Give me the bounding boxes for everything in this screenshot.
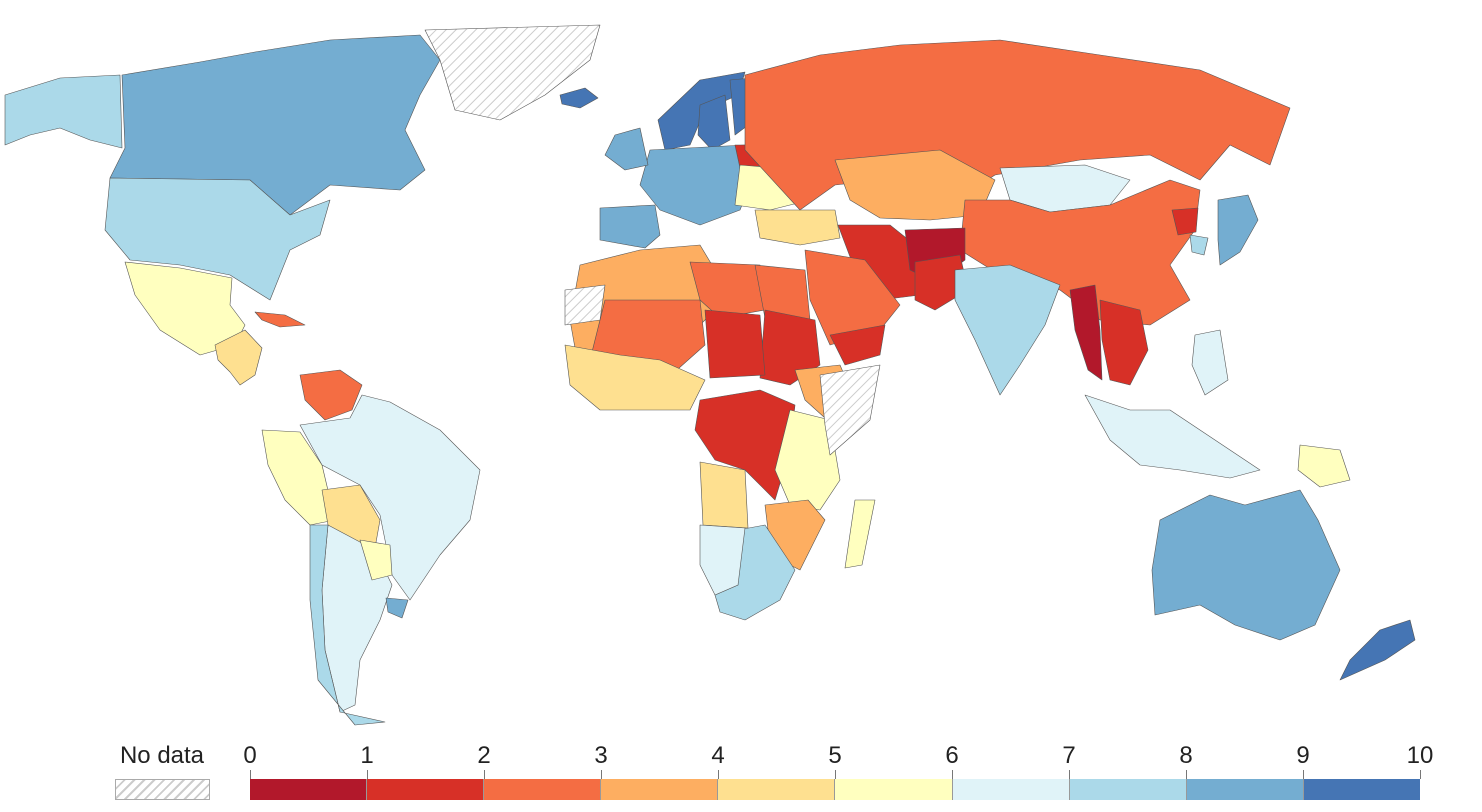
region-chile <box>309 524 386 726</box>
legend-no-data-swatch <box>115 779 210 800</box>
legend-no-data-label: No data <box>119 742 205 769</box>
legend-tick-mark <box>835 770 836 779</box>
legend-swatch-6 <box>952 779 1070 800</box>
region-myanmar <box>1069 284 1103 381</box>
region-japan <box>1217 194 1259 266</box>
world-choropleth-map <box>4 24 1416 726</box>
legend-tick-label: 2 <box>477 742 491 769</box>
legend-tick-label: 5 <box>828 742 842 769</box>
region-india <box>954 264 1061 396</box>
region-iceland <box>559 87 599 109</box>
legend-swatch-2 <box>484 779 602 800</box>
legend-swatch-7 <box>1069 779 1187 800</box>
region-south-korea <box>1189 234 1209 256</box>
legend-tick-mark <box>718 770 719 779</box>
region-western-europe <box>639 144 753 226</box>
legend-tick-mark <box>1303 770 1304 779</box>
legend-tick-mark <box>367 770 368 779</box>
region-paraguay <box>359 539 393 581</box>
legend-swatch-0 <box>250 779 368 800</box>
region-chad <box>704 309 766 379</box>
region-papua-new-guinea <box>1297 444 1351 488</box>
region-yemen <box>829 324 886 366</box>
legend-tick-label: 9 <box>1296 742 1310 769</box>
region-philippines <box>1191 329 1229 396</box>
region-iberia <box>599 204 661 249</box>
region-central-america <box>214 329 263 386</box>
legend-swatch-5 <box>835 779 953 800</box>
legend-color-scale <box>250 779 1420 800</box>
region-venezuela <box>299 369 363 421</box>
legend-tick-label: 4 <box>711 742 725 769</box>
region-southeast-asia <box>1099 299 1149 386</box>
legend-tick-mark <box>1069 770 1070 779</box>
region-peru <box>261 429 336 526</box>
region-uk <box>604 127 649 171</box>
region-greenland <box>424 24 601 121</box>
region-madagascar <box>844 499 876 569</box>
region-new-zealand <box>1339 619 1416 681</box>
region-north-korea <box>1171 207 1199 236</box>
legend-tick-label: 1 <box>360 742 374 769</box>
region-united-states <box>104 177 331 301</box>
region-kazakhstan <box>834 149 996 221</box>
legend-tick-label: 6 <box>945 742 959 769</box>
region-uruguay <box>385 597 409 619</box>
region-australia <box>1151 489 1341 641</box>
region-turkey <box>754 209 841 246</box>
region-angola <box>699 461 749 529</box>
legend-tick-label: 8 <box>1179 742 1193 769</box>
legend-tick-mark <box>484 770 485 779</box>
legend-tick-label: 0 <box>243 742 257 769</box>
legend-tick-mark <box>1420 770 1421 779</box>
region-sweden <box>697 94 731 151</box>
legend-tick-mark <box>601 770 602 779</box>
legend-tick-mark <box>250 770 251 779</box>
region-indonesia <box>1084 394 1261 479</box>
legend-tick-mark <box>952 770 953 779</box>
legend-swatch-3 <box>601 779 719 800</box>
legend-swatch-8 <box>1186 779 1304 800</box>
region-namibia <box>699 524 746 596</box>
region-western-sahara <box>564 284 606 326</box>
region-cuba <box>254 311 306 328</box>
region-brazil <box>299 394 481 601</box>
region-dr-congo <box>694 389 796 501</box>
region-egypt <box>754 264 811 321</box>
region-somalia <box>819 364 881 456</box>
legend-tick-mark <box>1186 770 1187 779</box>
region-west-africa <box>564 344 706 411</box>
region-alaska <box>4 74 123 149</box>
legend-swatch-9 <box>1303 779 1420 800</box>
legend-tick-label: 7 <box>1062 742 1076 769</box>
legend-tick-label: 10 <box>1406 742 1434 769</box>
legend-tick-label: 3 <box>594 742 608 769</box>
legend-swatch-4 <box>718 779 836 800</box>
legend-swatch-1 <box>367 779 485 800</box>
